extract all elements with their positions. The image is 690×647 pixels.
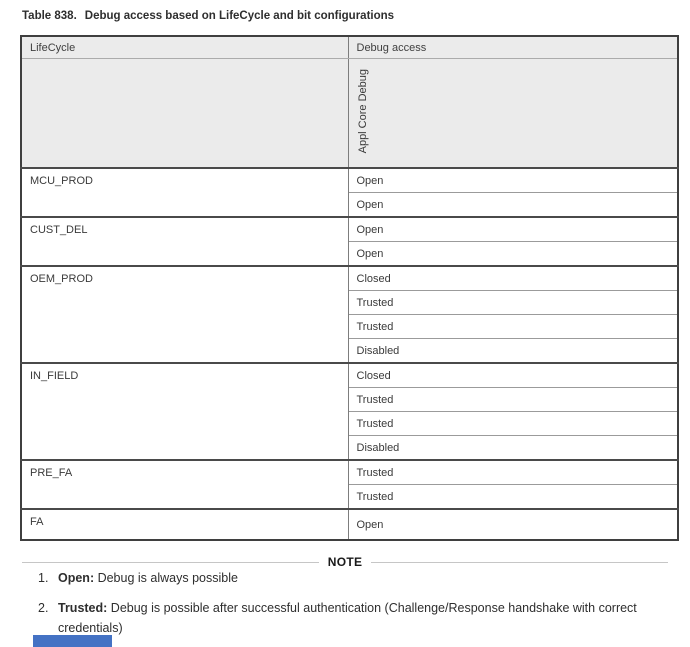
cropped-bottom-element [33,635,112,647]
table-row: Trusted [21,290,678,315]
note-item-number: 2. [38,601,49,616]
table-row: IN_FIELD Closed [21,362,678,460]
table-row: Disabled [21,338,678,363]
debug-access-cell: Open [348,508,678,540]
lifecycle-cell: OEM_PROD [21,265,349,363]
table-row: Open [21,241,678,266]
table-row: Trusted [21,387,678,412]
debug-access-cell: Open [348,192,678,217]
lifecycle-cell: FA [21,508,349,540]
table-row: Trusted [21,314,678,339]
header-row: LifeCycle Debug access [21,36,678,59]
divider-line-right [371,561,669,563]
subheader-row: Appl Core Debug [21,58,678,169]
table-title: Table 838. Debug access based on LifeCycl… [22,10,394,22]
table-row: Trusted [21,484,678,509]
debug-access-cell: Trusted [348,290,678,315]
table-caption: Debug access based on LifeCycle and bit … [84,10,395,22]
table-row: Open [21,192,678,217]
debug-access-cell: Disabled [348,435,678,460]
debug-access-cell: Open [348,241,678,266]
note-divider: NOTE [22,555,669,569]
debug-access-cell: Trusted [348,411,678,436]
debug-access-cell: Trusted [348,387,678,412]
debug-access-table: LifeCycle Debug access Appl Core Debug M… [20,35,679,541]
rotated-header-label: Appl Core Debug [356,69,369,154]
debug-access-cell: Trusted [348,459,678,485]
col-header-debug-access: Debug access [347,36,678,59]
lifecycle-cell: MCU_PROD [21,167,349,217]
table-number: Table 838. [22,10,77,22]
debug-access-cell: Disabled [348,338,678,363]
note-list: 1. Open: Debug is always possible 2. Truste… [38,569,638,647]
subheader-rotated-cell: Appl Core Debug [347,58,678,169]
table-row: Trusted [21,411,678,436]
note-item-text: Trusted: Debug is possible after success… [58,601,637,635]
debug-access-cell: Trusted [348,314,678,339]
subheader-empty-cell [21,58,348,169]
lifecycle-cell: CUST_DEL [21,216,349,266]
table-row: FA Open [21,508,678,540]
table-row: PRE_FA Trusted [21,459,678,509]
lifecycle-cell: IN_FIELD [21,362,349,460]
debug-access-cell: Open [348,216,678,242]
note-item-number: 1. [38,571,49,585]
debug-access-cell: Closed [348,265,678,291]
table-row: MCU_PROD Open [21,167,678,217]
note-item: 1. Open: Debug is always possible [38,569,638,588]
note-item-term: Open: [58,571,95,585]
note-item-text: Open: Debug is always possible [58,571,238,585]
table-row: CUST_DEL Open [21,216,678,266]
table-body: MCU_PROD Open Open CUST_DEL Open Open OEM_PROD… [21,167,678,540]
note-item: 2. Trusted: Debug is possible after succe… [38,599,638,638]
lifecycle-cell: PRE_FA [21,459,349,509]
debug-access-cell: Open [348,167,678,193]
col-header-lifecycle: LifeCycle [21,36,348,59]
debug-access-cell: Closed [348,362,678,388]
divider-line-left [22,561,319,563]
note-item-term: Trusted: [58,601,108,616]
note-label: NOTE [327,555,363,569]
table-row: OEM_PROD Closed [21,265,678,363]
debug-access-cell: Trusted [348,484,678,509]
table-row: Disabled [21,435,678,460]
